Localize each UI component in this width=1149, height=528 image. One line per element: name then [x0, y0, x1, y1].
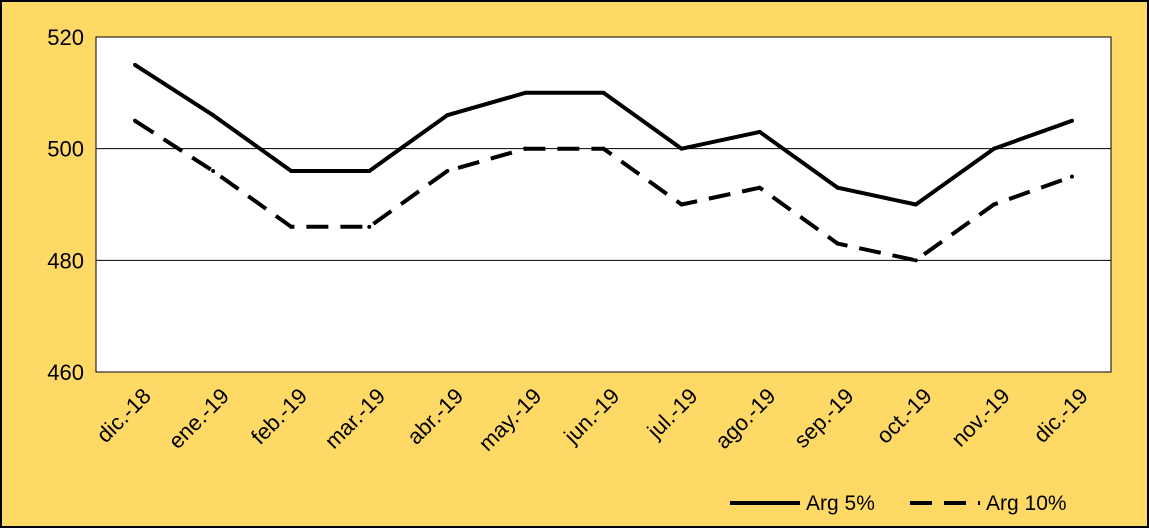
- x-tick-label: dic.-19: [1028, 383, 1092, 447]
- data-point-series-1: [211, 113, 216, 118]
- data-point-series-2: [1069, 174, 1074, 179]
- x-tick-label: may.-19: [474, 383, 547, 456]
- x-tick-label: sep.-19: [789, 383, 859, 453]
- y-tick-label: 480: [47, 248, 84, 273]
- data-point-series-2: [913, 258, 918, 263]
- data-point-series-1: [991, 146, 996, 151]
- legend-label-1: Arg 5%: [806, 492, 875, 515]
- data-point-series-1: [445, 113, 450, 118]
- data-point-series-1: [523, 90, 528, 95]
- data-point-series-1: [289, 169, 294, 173]
- x-tick-label: ago.-19: [710, 383, 780, 453]
- data-point-series-1: [835, 185, 840, 190]
- x-tick-label: oct.-19: [871, 383, 936, 448]
- x-tick-label: mar.-19: [320, 383, 390, 453]
- y-tick-label: 500: [47, 137, 84, 162]
- data-point-series-1: [133, 62, 138, 67]
- legend-label-2: Arg 10%: [986, 492, 1067, 515]
- x-tick-label: jun.-19: [558, 383, 624, 449]
- y-tick-label: 520: [47, 25, 84, 50]
- data-point-series-1: [679, 146, 684, 151]
- data-point-series-1: [1069, 118, 1074, 123]
- data-point-series-2: [991, 202, 996, 207]
- data-point-series-2: [445, 169, 450, 173]
- y-axis-ticks: 460 480 500 520: [47, 25, 84, 385]
- data-point-series-2: [523, 146, 528, 151]
- x-axis-ticks: dic.-18 ene.-19 feb.-19 mar.-19 abr.-19 may.-…: [92, 383, 1093, 456]
- data-point-series-1: [913, 202, 918, 207]
- data-point-series-2: [289, 224, 294, 229]
- data-point-series-2: [367, 224, 372, 229]
- x-tick-label: feb.-19: [246, 383, 312, 449]
- data-point-series-2: [211, 169, 216, 173]
- data-point-series-2: [679, 202, 684, 207]
- x-tick-label: abr.-19: [402, 383, 468, 449]
- plot-area: [95, 36, 1112, 373]
- legend: Arg 5% Arg 10%: [730, 492, 1067, 515]
- x-tick-label: nov.-19: [946, 383, 1014, 451]
- data-point-series-1: [601, 90, 606, 95]
- data-point-series-2: [133, 118, 138, 123]
- series-lines: [133, 62, 1074, 263]
- x-tick-label: dic.-18: [92, 383, 156, 447]
- data-point-series-2: [757, 185, 762, 190]
- data-point-series-1: [757, 129, 762, 134]
- data-point-series-2: [835, 241, 840, 246]
- data-point-series-1: [367, 169, 372, 173]
- x-tick-label: jul.-19: [642, 383, 703, 444]
- y-tick-label: 460: [47, 360, 84, 385]
- data-point-series-2: [601, 146, 606, 151]
- x-tick-label: ene.-19: [164, 383, 234, 453]
